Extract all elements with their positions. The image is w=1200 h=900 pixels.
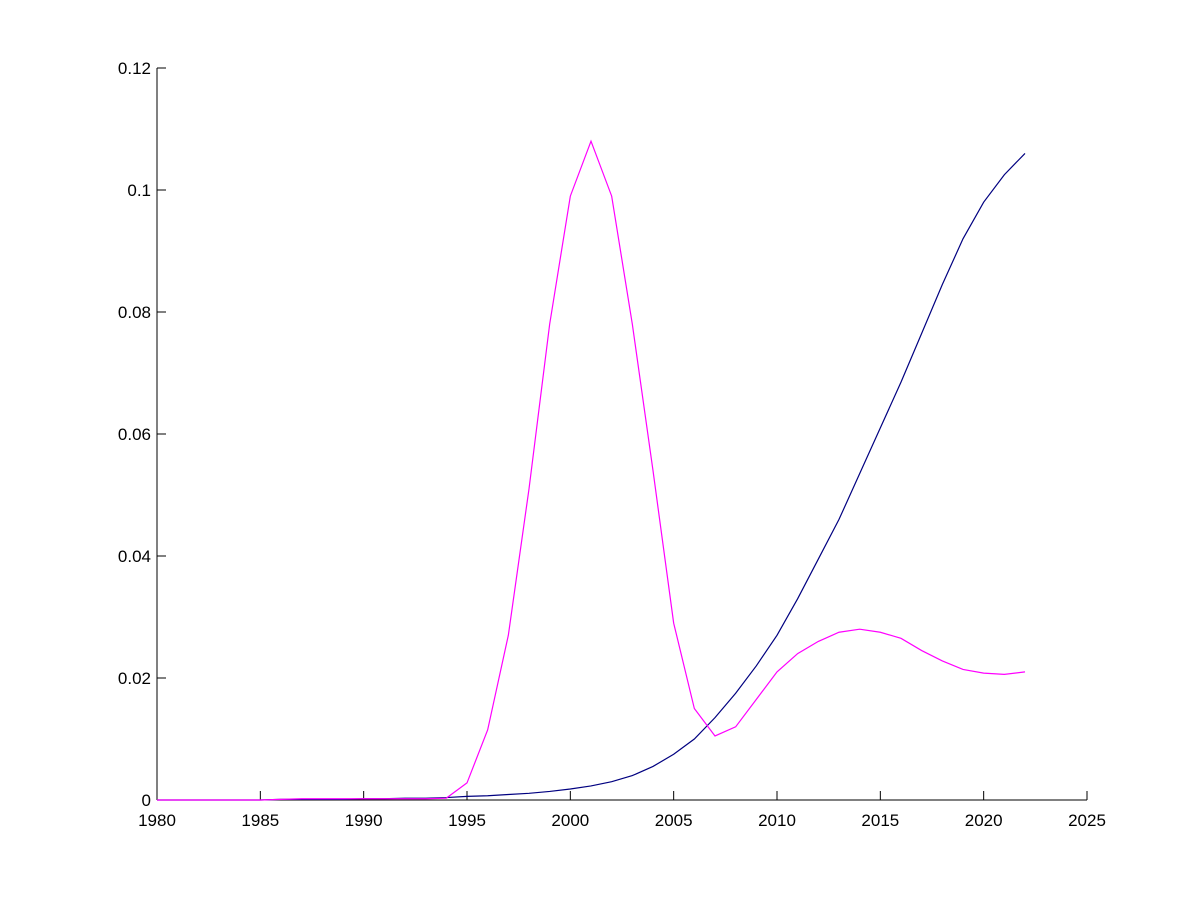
x-tick-label: 1990 [345,811,383,830]
x-tick-label: 2020 [965,811,1003,830]
x-tick-label: 2010 [758,811,796,830]
x-tick-label: 1995 [448,811,486,830]
x-tick-label: 2025 [1068,811,1106,830]
series-line [157,152,1026,801]
x-tick-label: 2005 [655,811,693,830]
series-line [157,139,1026,801]
y-tick-label: 0.1 [127,181,151,200]
x-tick-label: 2015 [861,811,899,830]
y-tick-label: 0.12 [118,59,151,78]
x-tick-label: 2000 [551,811,589,830]
y-tick-label: 0.06 [118,425,151,444]
x-tick-label: 1985 [241,811,279,830]
x-tick-label: 1980 [138,811,176,830]
y-tick-label: 0.08 [118,303,151,322]
y-tick-label: 0 [142,791,151,810]
y-tick-label: 0.04 [118,547,151,566]
y-tick-label: 0.02 [118,669,151,688]
